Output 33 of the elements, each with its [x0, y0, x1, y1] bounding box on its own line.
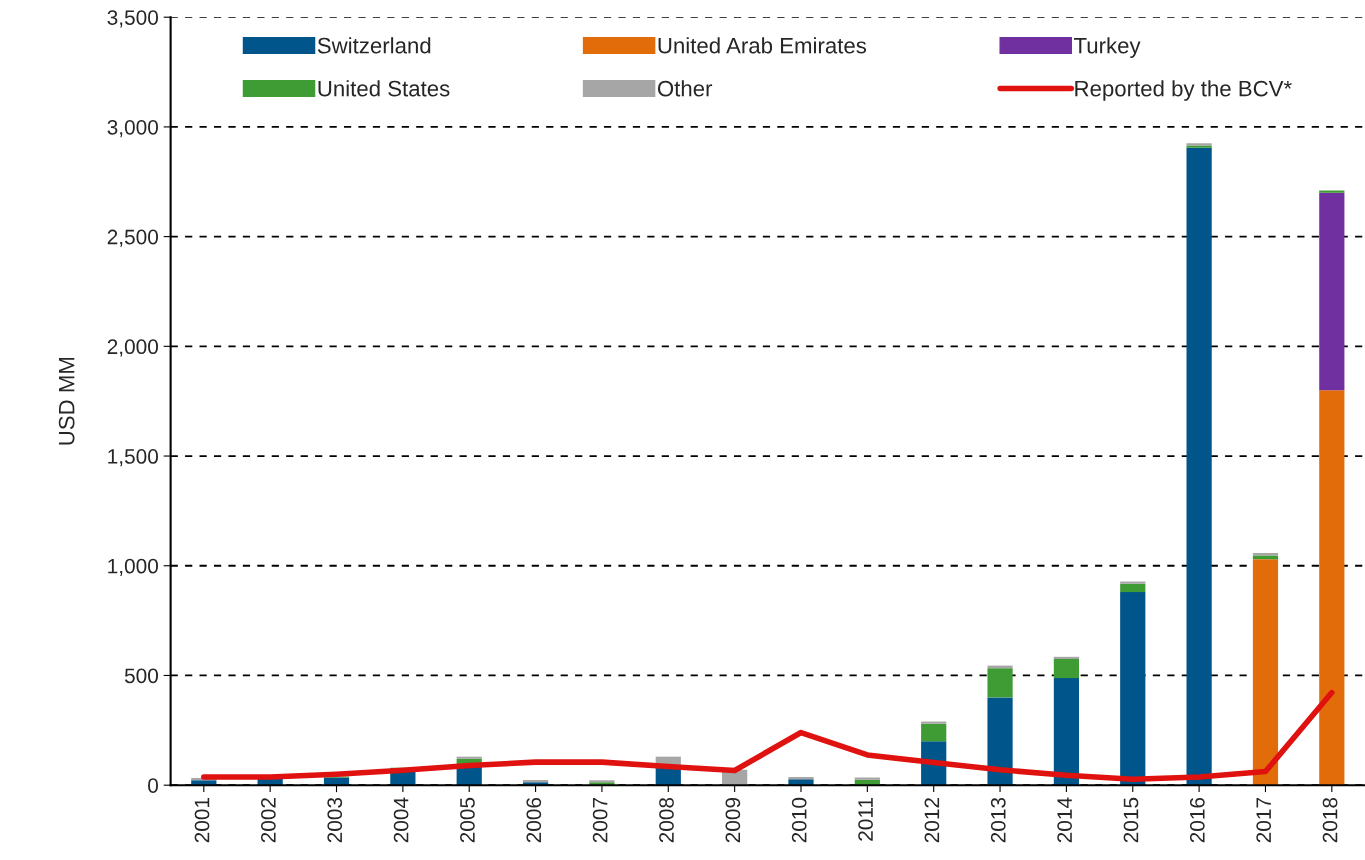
legend-label: Switzerland — [317, 37, 431, 54]
x-tick-label: 2016 — [1189, 797, 1205, 843]
x-tick-label: 2009 — [725, 797, 741, 843]
legend-label: Other — [657, 80, 713, 97]
x-tick-label: 2007 — [592, 798, 608, 843]
y-tick-label: 3,000 — [107, 119, 159, 138]
y-tick-label: 2,000 — [107, 339, 159, 357]
y-tick-label: 3,500 — [107, 10, 159, 28]
y-tick-label: 500 — [124, 668, 159, 684]
x-tick-label: 2003 — [327, 797, 343, 843]
y-tick-label: 1,000 — [108, 558, 159, 576]
x-tick-label: 2004 — [393, 797, 409, 843]
y-tick-label: 0 — [148, 778, 159, 793]
legend-label: United Arab Emirates — [658, 37, 867, 54]
x-tick-label: 2002 — [261, 798, 276, 843]
x-tick-label: 2005 — [460, 797, 475, 843]
x-tick-label: 2001 — [194, 798, 210, 843]
x-tick-label: 2017 — [1256, 798, 1272, 843]
x-tick-label: 2012 — [924, 798, 940, 843]
y-tick-label: 1,500 — [108, 449, 159, 467]
x-tick-label: 2014 — [1057, 797, 1072, 843]
x-tick-label: 2011 — [858, 798, 873, 841]
x-tick-label: 2006 — [526, 797, 542, 843]
legend-label: Reported by the BCV* — [1075, 80, 1292, 101]
y-axis-title: USD MM — [58, 357, 75, 445]
legend-label: Turkey — [1074, 37, 1141, 58]
x-tick-label: 2008 — [659, 797, 674, 843]
x-tick-label: 2018 — [1322, 797, 1338, 843]
x-tick-label: 2010 — [791, 797, 807, 843]
x-tick-label: 2013 — [990, 797, 1006, 843]
x-tick-label: 2015 — [1123, 797, 1139, 843]
legend-label: United States — [318, 80, 450, 97]
y-tick-label: 2,500 — [107, 229, 159, 247]
